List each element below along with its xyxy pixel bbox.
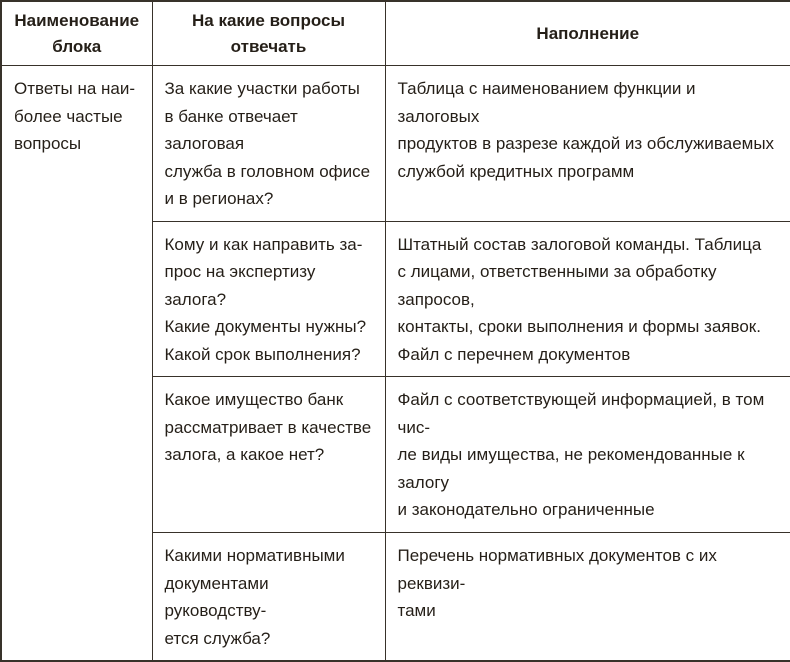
cell-content-3: Файл с соответствующей информацией, в то… bbox=[384, 376, 790, 533]
table-row: Кому и как направить за- прос на эксперт… bbox=[1, 220, 790, 378]
cell-question-4: Какими нормативными документами руководс… bbox=[151, 531, 386, 662]
cell-question-3: Какое имущество банк рассматривает в кач… bbox=[151, 376, 386, 533]
header-block-name: Наименование блока bbox=[0, 0, 153, 66]
cell-content-2: Штатный состав залоговой команды. Таблиц… bbox=[384, 220, 790, 378]
cell-question-2: Кому и как направить за- прос на эксперт… bbox=[151, 220, 386, 378]
header-row: Наименование блока На какие вопросы отве… bbox=[0, 0, 790, 66]
cell-content-1: Таблица с наименованием функции и залого… bbox=[384, 65, 790, 222]
cell-block-name: Ответы на наи- более частые вопросы bbox=[0, 65, 153, 662]
header-questions: На какие вопросы отвечать bbox=[151, 0, 386, 66]
cell-question-1: За какие участки работы в банке отвечает… bbox=[151, 65, 386, 222]
table-row: Ответы на наи- более частые вопросы За к… bbox=[0, 65, 790, 662]
header-content: Наполнение bbox=[384, 0, 790, 66]
cell-content-4: Перечень нормативных документов с их рек… bbox=[384, 531, 790, 662]
